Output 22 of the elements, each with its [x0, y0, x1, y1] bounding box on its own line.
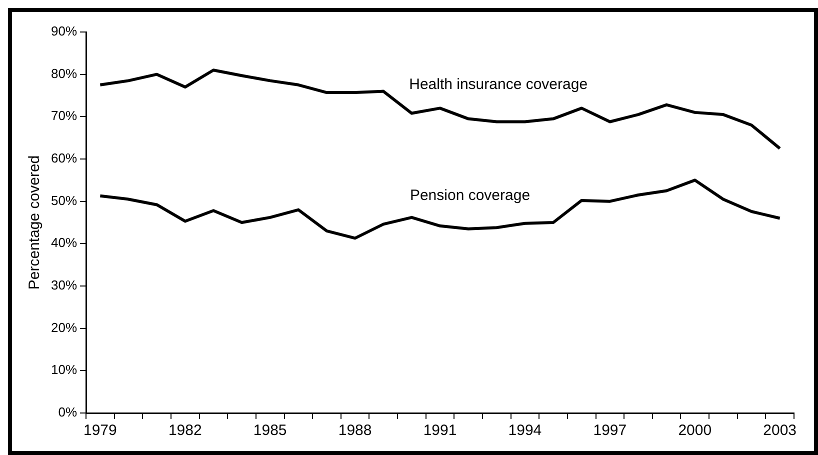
y-tick-label: 0%: [58, 404, 78, 420]
y-tick-label: 30%: [50, 278, 78, 293]
y-tick-label: 10%: [50, 362, 78, 378]
y-tick-label: 80%: [50, 66, 78, 81]
y-tick-label: 40%: [50, 235, 78, 250]
y-tick-label: 50%: [50, 192, 78, 208]
x-tick-label: 1997: [593, 422, 627, 440]
x-tick-label: 2003: [763, 422, 797, 440]
series-label: Pension coverage: [410, 186, 530, 204]
y-tick-label: 60%: [50, 150, 78, 166]
x-tick-label: 2000: [678, 422, 712, 440]
series-label: Health insurance coverage: [409, 76, 588, 93]
y-axis-title: Percentage covered: [26, 155, 44, 290]
y-tick-label: 90%: [50, 24, 78, 39]
y-tick-label: 20%: [50, 320, 78, 335]
y-tick-label: 70%: [50, 108, 78, 124]
x-tick-label: 1979: [83, 422, 117, 440]
x-tick-label: 1994: [508, 422, 542, 440]
x-tick-label: 1985: [253, 422, 287, 440]
x-tick-label: 1991: [423, 422, 457, 440]
x-tick-label: 1988: [338, 422, 372, 440]
x-tick-label: 1982: [168, 422, 202, 440]
